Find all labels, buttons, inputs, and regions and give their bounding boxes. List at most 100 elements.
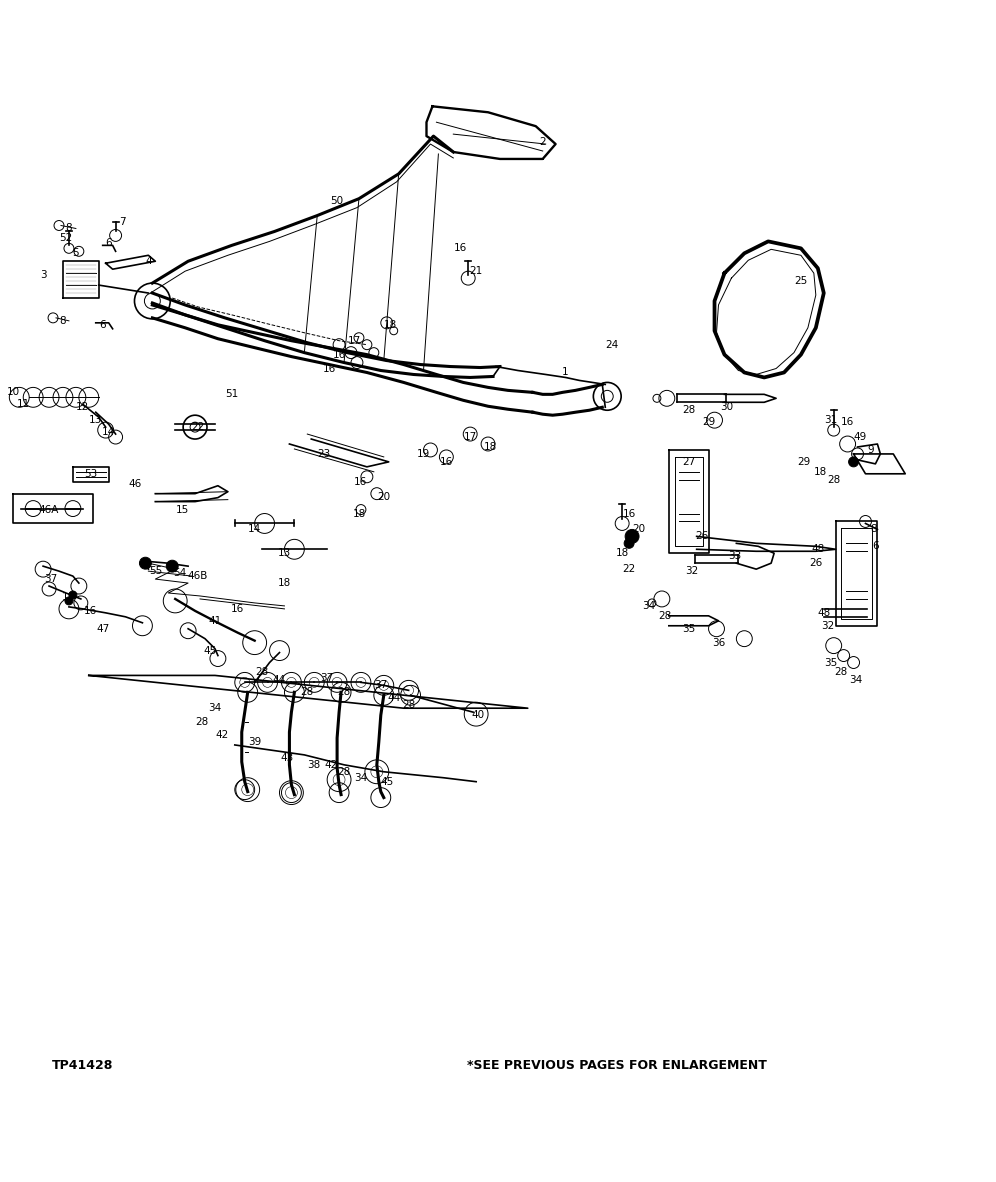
Text: 50: 50	[331, 196, 344, 206]
Circle shape	[65, 597, 73, 605]
Text: 17: 17	[348, 336, 361, 345]
Text: 5: 5	[73, 248, 80, 259]
Text: 18: 18	[814, 467, 828, 476]
Circle shape	[625, 530, 639, 544]
Text: 52: 52	[60, 233, 73, 243]
Circle shape	[69, 591, 77, 599]
Text: 2: 2	[540, 137, 546, 147]
Text: 12: 12	[77, 402, 90, 413]
Text: TP41428: TP41428	[52, 1059, 114, 1072]
Text: 4: 4	[145, 256, 151, 266]
Text: 20: 20	[377, 492, 390, 501]
Text: 16: 16	[439, 457, 453, 467]
Text: 16: 16	[355, 476, 368, 487]
Text: 11: 11	[17, 400, 30, 409]
Text: 41: 41	[208, 616, 221, 625]
Text: 30: 30	[720, 402, 733, 413]
Text: 46: 46	[128, 479, 142, 488]
Text: 32: 32	[821, 621, 835, 631]
Text: 8: 8	[66, 223, 73, 234]
Text: 31: 31	[824, 415, 838, 426]
Text: 43: 43	[281, 753, 294, 762]
Circle shape	[166, 560, 178, 572]
Text: 28: 28	[338, 767, 351, 777]
Text: 42: 42	[215, 730, 228, 740]
Text: 25: 25	[794, 277, 808, 286]
Text: 16: 16	[84, 606, 98, 616]
Text: 13: 13	[278, 548, 291, 558]
Text: 36: 36	[712, 637, 725, 648]
Text: 16: 16	[333, 350, 346, 359]
Circle shape	[849, 457, 859, 467]
Text: 28: 28	[658, 611, 671, 621]
Text: 46B: 46B	[188, 571, 208, 582]
Text: 27: 27	[682, 457, 695, 467]
Text: 26: 26	[809, 558, 823, 569]
Text: 29: 29	[702, 417, 715, 427]
Text: 18: 18	[278, 578, 291, 589]
Text: 49: 49	[854, 433, 868, 442]
Text: 16: 16	[622, 508, 635, 519]
Text: 55: 55	[148, 566, 162, 576]
Text: 6: 6	[872, 541, 878, 551]
Text: 35: 35	[824, 657, 838, 668]
Circle shape	[624, 538, 634, 548]
Text: 14: 14	[248, 525, 261, 534]
Text: 37: 37	[321, 674, 334, 683]
Text: 18: 18	[384, 320, 397, 330]
Text: 6: 6	[106, 239, 112, 248]
Text: 44: 44	[273, 675, 286, 686]
Text: 1: 1	[562, 368, 569, 377]
Text: 34: 34	[208, 703, 221, 713]
Text: 34: 34	[642, 600, 655, 611]
Text: 29: 29	[797, 457, 811, 467]
Text: 47: 47	[96, 624, 110, 634]
Text: 28: 28	[338, 687, 351, 697]
Text: 54: 54	[173, 569, 187, 578]
Text: 18: 18	[616, 548, 628, 558]
Text: 7: 7	[120, 216, 125, 227]
Text: 48: 48	[817, 608, 831, 618]
Text: 15: 15	[175, 505, 189, 514]
Text: 45: 45	[203, 645, 216, 656]
Text: 37: 37	[374, 681, 387, 690]
Text: 23: 23	[318, 449, 331, 459]
Circle shape	[139, 557, 151, 570]
Text: 32: 32	[685, 566, 698, 576]
Text: 34: 34	[355, 773, 368, 782]
Text: 28: 28	[255, 668, 268, 677]
Text: 42: 42	[325, 760, 338, 769]
Text: 8: 8	[60, 316, 67, 326]
Text: 28: 28	[195, 717, 208, 727]
Text: 18: 18	[63, 592, 76, 602]
Text: 24: 24	[606, 339, 619, 350]
Text: 3: 3	[40, 271, 47, 280]
Text: 21: 21	[469, 266, 483, 277]
Text: 28: 28	[301, 687, 314, 697]
Text: 28: 28	[402, 700, 415, 710]
Text: 16: 16	[323, 364, 336, 374]
Text: 16: 16	[231, 604, 244, 613]
Text: 19: 19	[417, 449, 430, 459]
Text: 10: 10	[7, 388, 20, 397]
Text: 40: 40	[471, 710, 485, 720]
Text: 13: 13	[89, 415, 103, 426]
Text: 18: 18	[353, 508, 366, 519]
Text: 22: 22	[622, 564, 635, 574]
Text: 34: 34	[849, 675, 863, 686]
Text: 45: 45	[380, 777, 393, 787]
Text: 16: 16	[841, 417, 855, 427]
Text: 51: 51	[225, 389, 238, 400]
Text: 26: 26	[695, 532, 708, 541]
Text: 46A: 46A	[39, 505, 59, 514]
Text: *SEE PREVIOUS PAGES FOR ENLARGEMENT: *SEE PREVIOUS PAGES FOR ENLARGEMENT	[467, 1059, 767, 1072]
Text: 20: 20	[632, 525, 645, 534]
Text: 16: 16	[453, 243, 467, 253]
Text: 38: 38	[308, 760, 321, 769]
Text: 35: 35	[682, 624, 695, 634]
Text: 17: 17	[463, 433, 477, 442]
Text: 22: 22	[191, 422, 204, 433]
Text: 6: 6	[100, 320, 106, 330]
Text: 28: 28	[827, 475, 841, 485]
Text: 33: 33	[728, 551, 741, 561]
